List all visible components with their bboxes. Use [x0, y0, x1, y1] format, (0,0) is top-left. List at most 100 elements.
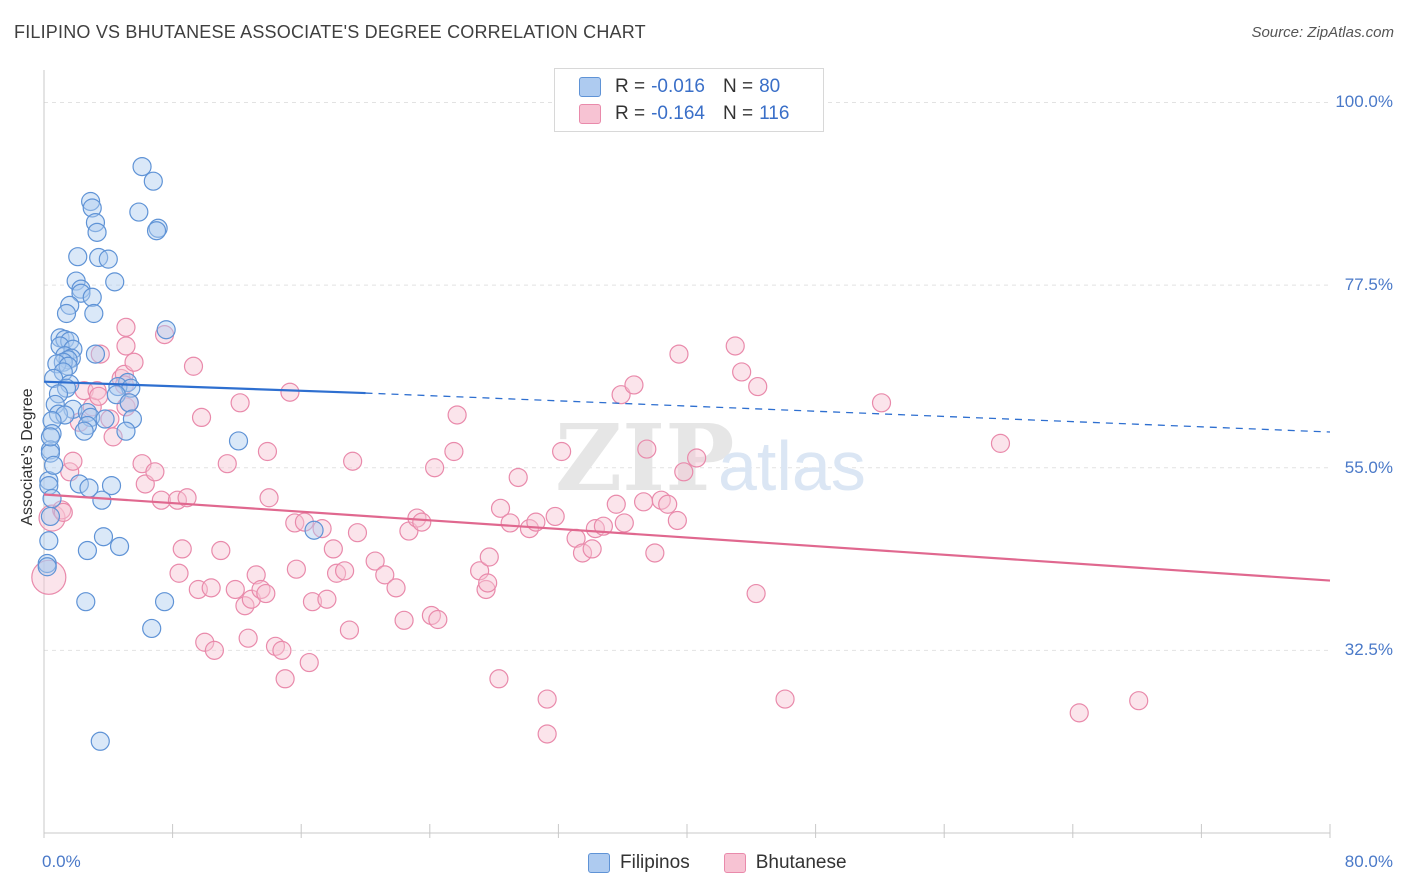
point-bhutanese	[63, 451, 83, 471]
y-tick-label: 77.5%	[1344, 275, 1393, 295]
point-bhutanese	[195, 632, 215, 652]
point-filipinos	[85, 344, 106, 364]
legend-swatch-filipinos	[588, 853, 610, 873]
point-bhutanese	[871, 393, 892, 413]
point-filipinos	[81, 191, 101, 212]
point-bhutanese	[1129, 691, 1149, 711]
point-bhutanese	[257, 441, 278, 462]
point-filipinos	[90, 731, 110, 751]
watermark-atlas: atlas	[718, 427, 866, 505]
point-filipinos	[109, 536, 130, 557]
point-bhutanese	[732, 362, 752, 382]
point-bhutanese	[241, 589, 261, 609]
legend-r-label: R =	[615, 103, 646, 124]
point-filipinos	[101, 475, 122, 496]
point-bhutanese	[225, 579, 245, 600]
point-bhutanese	[746, 583, 766, 604]
point-bhutanese	[256, 583, 276, 604]
point-bhutanese	[246, 565, 266, 585]
point-bhutanese	[201, 578, 221, 598]
point-bhutanese	[365, 551, 385, 571]
point-bhutanese	[169, 563, 189, 583]
point-filipinos	[76, 592, 96, 612]
y-tick-label: 32.5%	[1344, 640, 1393, 660]
point-filipinos	[95, 409, 115, 429]
point-bhutanese	[725, 336, 745, 356]
point-bhutanese	[151, 490, 171, 510]
point-bhutanese	[294, 512, 315, 532]
legend-n-label: N =	[722, 76, 754, 97]
stats-legend: R = -0.016 N = 80 R = -0.164 N = 116	[554, 68, 824, 132]
x-tick-label-min: 0.0%	[42, 852, 81, 871]
legend-row-filipinos: R = -0.016 N = 80	[579, 74, 780, 100]
legend-swatch-bhutanese	[723, 853, 746, 873]
point-bhutanese	[572, 543, 593, 563]
point-bhutanese	[500, 513, 520, 533]
point-bhutanese	[614, 513, 634, 533]
point-filipinos	[146, 221, 167, 241]
point-filipinos	[37, 557, 57, 577]
point-bhutanese	[339, 620, 360, 640]
point-filipinos	[116, 421, 136, 441]
point-filipinos	[68, 247, 88, 267]
point-filipinos	[304, 520, 324, 540]
point-bhutanese	[687, 448, 707, 468]
y-tick-label: 55.0%	[1344, 457, 1393, 477]
point-filipinos	[42, 488, 62, 509]
point-bhutanese	[124, 352, 144, 372]
point-bhutanese	[606, 494, 626, 514]
point-filipinos	[42, 424, 62, 444]
point-bhutanese	[1069, 703, 1089, 723]
point-bhutanese	[611, 385, 631, 405]
point-bhutanese	[183, 356, 204, 376]
point-bhutanese	[317, 589, 337, 609]
point-filipinos	[228, 431, 249, 451]
series-filipinos-points	[37, 156, 324, 751]
point-filipinos	[117, 372, 138, 393]
point-bhutanese	[272, 640, 292, 660]
point-filipinos	[85, 213, 106, 233]
point-bhutanese	[479, 547, 499, 567]
chart-title: FILIPINO VS BHUTANESE ASSOCIATE'S DEGREE…	[14, 22, 646, 42]
point-bhutanese	[323, 539, 343, 559]
point-filipinos	[42, 411, 62, 431]
point-filipinos	[40, 427, 61, 447]
legend-row-bhutanese: R = -0.164 N = 116	[579, 101, 789, 127]
point-bhutanese	[394, 610, 414, 630]
point-bhutanese	[476, 579, 496, 600]
point-filipinos	[89, 247, 109, 268]
legend-r-value: -0.164	[651, 103, 705, 124]
series-bhutanese-points	[31, 317, 1149, 744]
point-bhutanese	[335, 561, 355, 581]
legend-swatch-filipinos	[579, 77, 601, 97]
point-bhutanese	[211, 540, 231, 561]
legend-r-label: R =	[615, 76, 646, 97]
trend-line-filipinos-dashed	[365, 392, 1331, 433]
point-filipinos	[119, 393, 139, 413]
point-bhutanese	[552, 441, 572, 462]
trend-line-bhutanese	[43, 493, 1331, 582]
point-filipinos	[105, 272, 125, 292]
point-bhutanese	[299, 652, 319, 673]
point-bhutanese	[302, 592, 323, 612]
x-tick-label-max: 80.0%	[1344, 852, 1393, 871]
point-bhutanese	[412, 512, 432, 532]
point-filipinos	[98, 249, 118, 269]
point-filipinos	[122, 409, 143, 429]
point-bhutanese	[489, 669, 509, 689]
point-bhutanese	[204, 640, 224, 660]
point-bhutanese	[633, 492, 654, 512]
point-filipinos	[142, 618, 162, 639]
point-bhutanese	[775, 689, 795, 709]
point-filipinos	[129, 202, 149, 222]
point-filipinos	[156, 320, 176, 340]
x-axis-ticks	[43, 824, 1331, 838]
point-bhutanese	[624, 375, 644, 395]
point-filipinos	[93, 527, 114, 547]
point-bhutanese	[238, 628, 258, 648]
point-bhutanese	[545, 506, 565, 527]
legend-label-filipinos: Filipinos	[620, 852, 690, 873]
legend-n-label: N =	[722, 103, 754, 124]
point-filipinos	[132, 156, 152, 177]
